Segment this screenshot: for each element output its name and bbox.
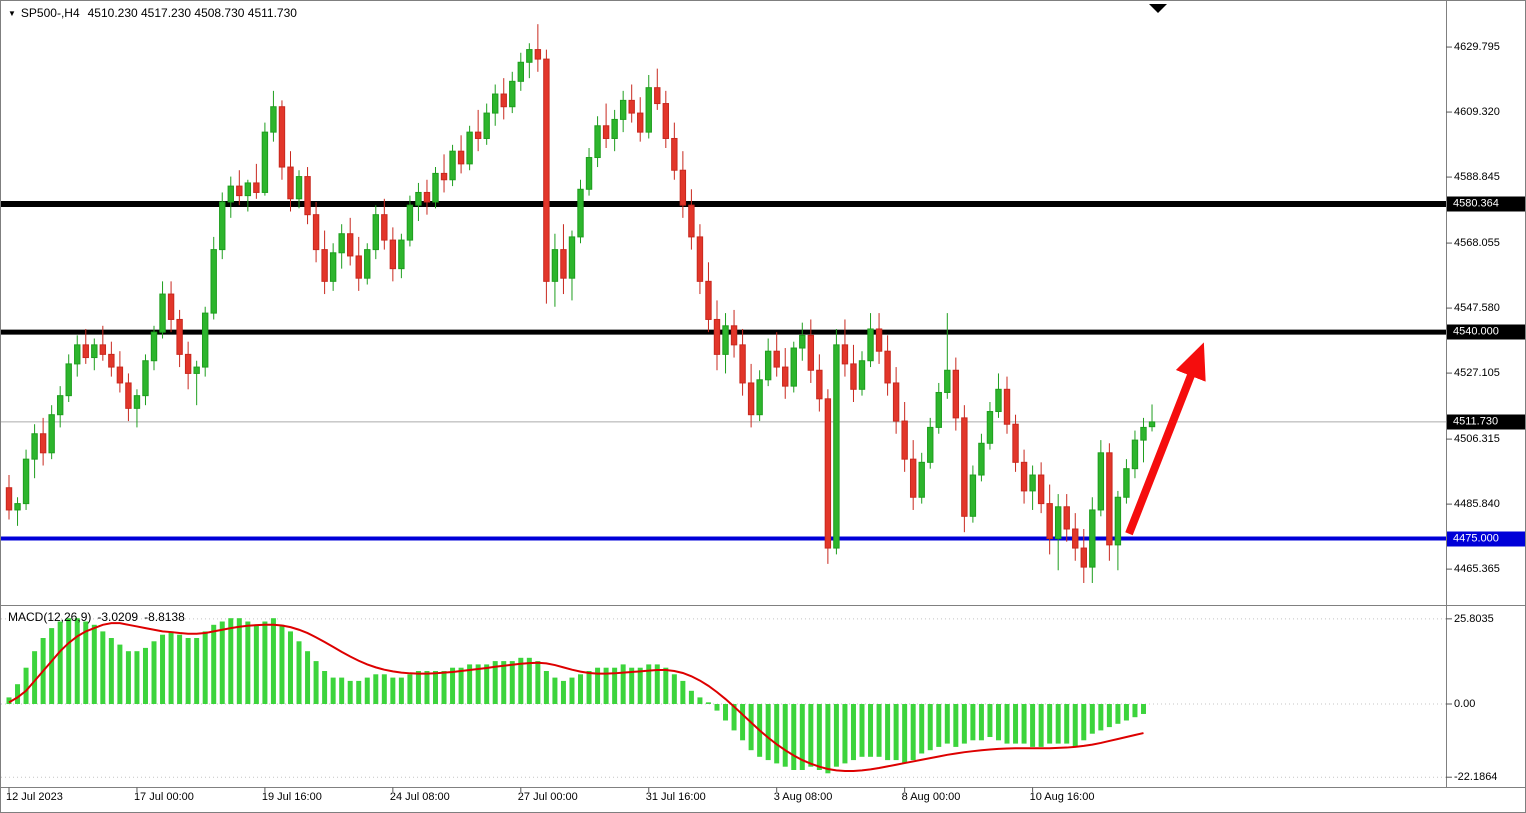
- time-axis-label: 19 Jul 16:00: [261, 791, 322, 803]
- macd-main-value: -3.0209: [97, 610, 139, 624]
- price-axis-label: 4485.840: [1454, 498, 1500, 511]
- macd-signal-value: -8.8138: [144, 610, 185, 624]
- chart-legend: ▼ SP500-,H4 4510.230 4517.230 4508.730 451…: [8, 6, 297, 20]
- time-axis-label: 12 Jul 2023: [6, 791, 63, 803]
- macd-indicator-name: MACD(12,26,9): [8, 610, 92, 624]
- price-axis-label: 4506.315: [1454, 433, 1500, 446]
- price-axis-label: 4547.580: [1454, 302, 1500, 315]
- time-axis-label: 8 Aug 00:00: [901, 791, 961, 803]
- price-axis-label: 4588.845: [1454, 171, 1500, 184]
- symbol-collapse-icon[interactable]: ▼: [8, 9, 16, 18]
- price-axis-label: 4568.055: [1454, 237, 1500, 250]
- price-axis-label: 4465.365: [1454, 563, 1500, 576]
- price-axis-label: 4609.320: [1454, 106, 1500, 119]
- time-axis-label: 24 Jul 08:00: [389, 791, 450, 803]
- price-axis-label: 4527.105: [1454, 367, 1500, 380]
- macd-legend: MACD(12,26,9) -3.0209 -8.8138: [8, 610, 191, 624]
- time-axis-label: 27 Jul 00:00: [517, 791, 578, 803]
- chart-title: SP500-,H4: [20, 6, 80, 20]
- price-axis-label: 4629.795: [1454, 41, 1500, 54]
- current-price-badge: 4511.730: [1447, 414, 1525, 430]
- time-axis-label: 31 Jul 16:00: [645, 791, 706, 803]
- macd-axis-label: 25.8035: [1454, 612, 1494, 625]
- price-level-badge: 4475.000: [1447, 531, 1525, 547]
- macd-axis-label: 0.00: [1454, 698, 1476, 710]
- time-axis-label: 17 Jul 00:00: [133, 791, 194, 803]
- time-axis-label: 10 Aug 16:00: [1029, 791, 1095, 803]
- chart-shift-marker-icon[interactable]: [1149, 4, 1167, 13]
- price-axis: 4629.795 4609.320 4588.845 4568.055 4547.580…: [1447, 1, 1525, 788]
- time-axis-label: 3 Aug 08:00: [773, 791, 833, 803]
- macd-axis-label: -22.1864: [1454, 771, 1498, 784]
- price-level-badge: 4580.364: [1447, 196, 1525, 212]
- chart-ohlc-values: 4510.230 4517.230 4508.730 4511.730: [87, 6, 297, 20]
- price-level-badge: 4540.000: [1447, 324, 1525, 340]
- time-axis: 12 Jul 2023 17 Jul 00:00 19 Jul 16:00 24 Ju…: [1, 791, 1446, 811]
